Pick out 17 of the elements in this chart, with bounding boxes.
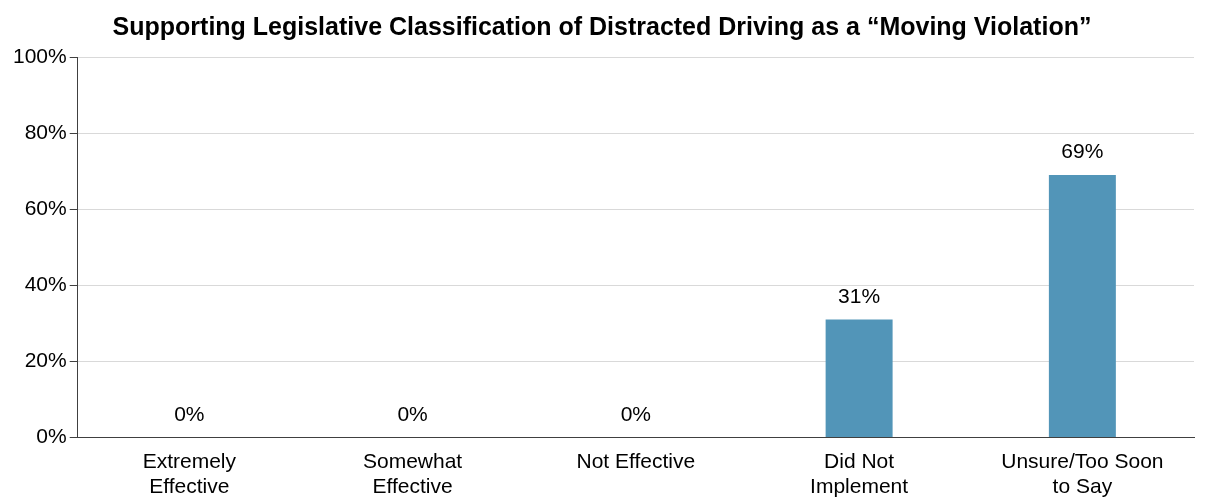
y-tick-label: 100% <box>12 43 67 67</box>
x-tick-label: Not Effective <box>576 449 696 472</box>
y-tick-label: 0% <box>36 424 67 448</box>
chart-title: Supporting Legislative Classification of Distracted Driving as a “Moving Violation” <box>112 11 1092 40</box>
x-tick-label: Extremely Effective <box>142 449 237 498</box>
x-tick-label: Unsure/Too Soon to Say <box>1001 449 1164 498</box>
data-label: 0% <box>620 401 652 425</box>
x-tick-label: Did Not Implement <box>810 449 909 498</box>
y-tick-label: 80% <box>24 119 67 143</box>
data-label: 0% <box>397 401 428 425</box>
x-tick-label: Somewhat Effective <box>362 449 463 498</box>
y-tick-label: 40% <box>24 272 67 296</box>
data-label: 31% <box>838 283 881 307</box>
data-label: 69% <box>1061 139 1104 163</box>
data-label: 0% <box>174 401 205 425</box>
y-tick-label: 20% <box>24 348 67 372</box>
y-tick-label: 60% <box>24 196 67 220</box>
